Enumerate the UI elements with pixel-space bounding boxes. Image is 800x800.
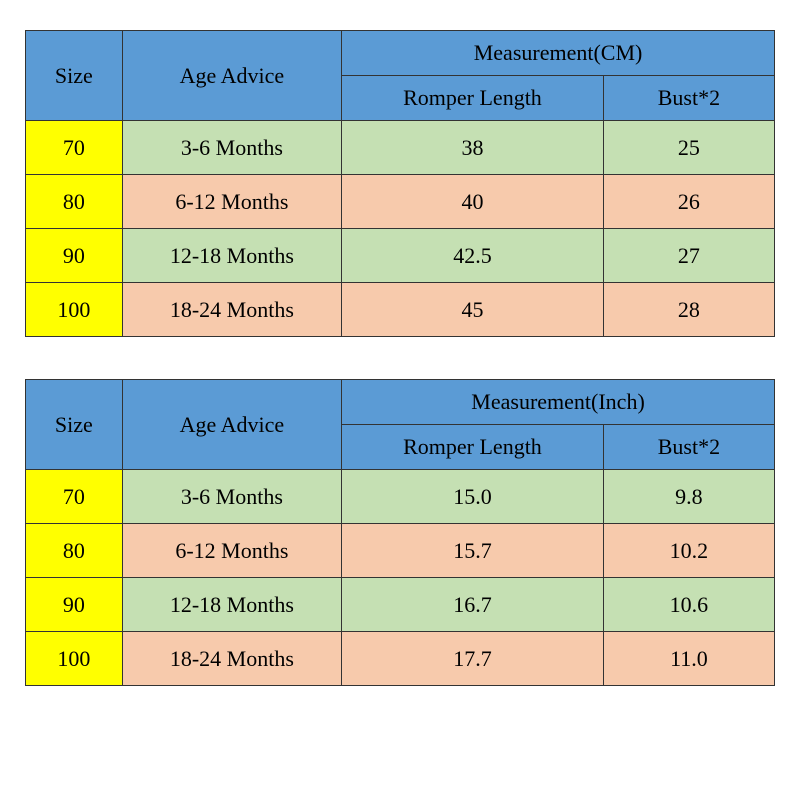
cell-size: 100 [26, 283, 123, 337]
table-row: 90 12-18 Months 16.7 10.6 [26, 578, 775, 632]
col-header-age: Age Advice [122, 31, 341, 121]
cell-romper-length: 15.0 [342, 470, 604, 524]
cell-bust: 10.2 [603, 524, 774, 578]
col-header-measurement-group: Measurement(CM) [342, 31, 775, 76]
cell-age: 18-24 Months [122, 283, 341, 337]
cell-bust: 28 [603, 283, 774, 337]
cell-romper-length: 45 [342, 283, 604, 337]
col-header-romper-length: Romper Length [342, 76, 604, 121]
cell-bust: 27 [603, 229, 774, 283]
cell-romper-length: 38 [342, 121, 604, 175]
col-header-measurement-group: Measurement(Inch) [342, 380, 775, 425]
size-table-inch: Size Age Advice Measurement(Inch) Romper… [25, 379, 775, 686]
cell-romper-length: 42.5 [342, 229, 604, 283]
cell-romper-length: 16.7 [342, 578, 604, 632]
cell-size: 80 [26, 524, 123, 578]
cell-age: 12-18 Months [122, 229, 341, 283]
cell-size: 100 [26, 632, 123, 686]
cell-size: 90 [26, 229, 123, 283]
cell-bust: 25 [603, 121, 774, 175]
cell-bust: 10.6 [603, 578, 774, 632]
cell-bust: 26 [603, 175, 774, 229]
cell-bust: 11.0 [603, 632, 774, 686]
col-header-romper-length: Romper Length [342, 425, 604, 470]
cell-romper-length: 17.7 [342, 632, 604, 686]
cell-bust: 9.8 [603, 470, 774, 524]
table-row: 100 18-24 Months 17.7 11.0 [26, 632, 775, 686]
cell-romper-length: 15.7 [342, 524, 604, 578]
cell-age: 18-24 Months [122, 632, 341, 686]
cell-age: 6-12 Months [122, 175, 341, 229]
col-header-bust: Bust*2 [603, 76, 774, 121]
col-header-bust: Bust*2 [603, 425, 774, 470]
cell-size: 90 [26, 578, 123, 632]
table-row: 70 3-6 Months 38 25 [26, 121, 775, 175]
cell-romper-length: 40 [342, 175, 604, 229]
cell-size: 70 [26, 470, 123, 524]
table-row: 90 12-18 Months 42.5 27 [26, 229, 775, 283]
cell-age: 6-12 Months [122, 524, 341, 578]
cell-size: 70 [26, 121, 123, 175]
size-table-cm: Size Age Advice Measurement(CM) Romper L… [25, 30, 775, 337]
col-header-age: Age Advice [122, 380, 341, 470]
col-header-size: Size [26, 31, 123, 121]
cell-age: 3-6 Months [122, 470, 341, 524]
page-container: Size Age Advice Measurement(CM) Romper L… [0, 0, 800, 686]
col-header-size: Size [26, 380, 123, 470]
cell-size: 80 [26, 175, 123, 229]
cell-age: 12-18 Months [122, 578, 341, 632]
table-row: 80 6-12 Months 40 26 [26, 175, 775, 229]
table-row: 70 3-6 Months 15.0 9.8 [26, 470, 775, 524]
table-row: 100 18-24 Months 45 28 [26, 283, 775, 337]
table-row: 80 6-12 Months 15.7 10.2 [26, 524, 775, 578]
cell-age: 3-6 Months [122, 121, 341, 175]
